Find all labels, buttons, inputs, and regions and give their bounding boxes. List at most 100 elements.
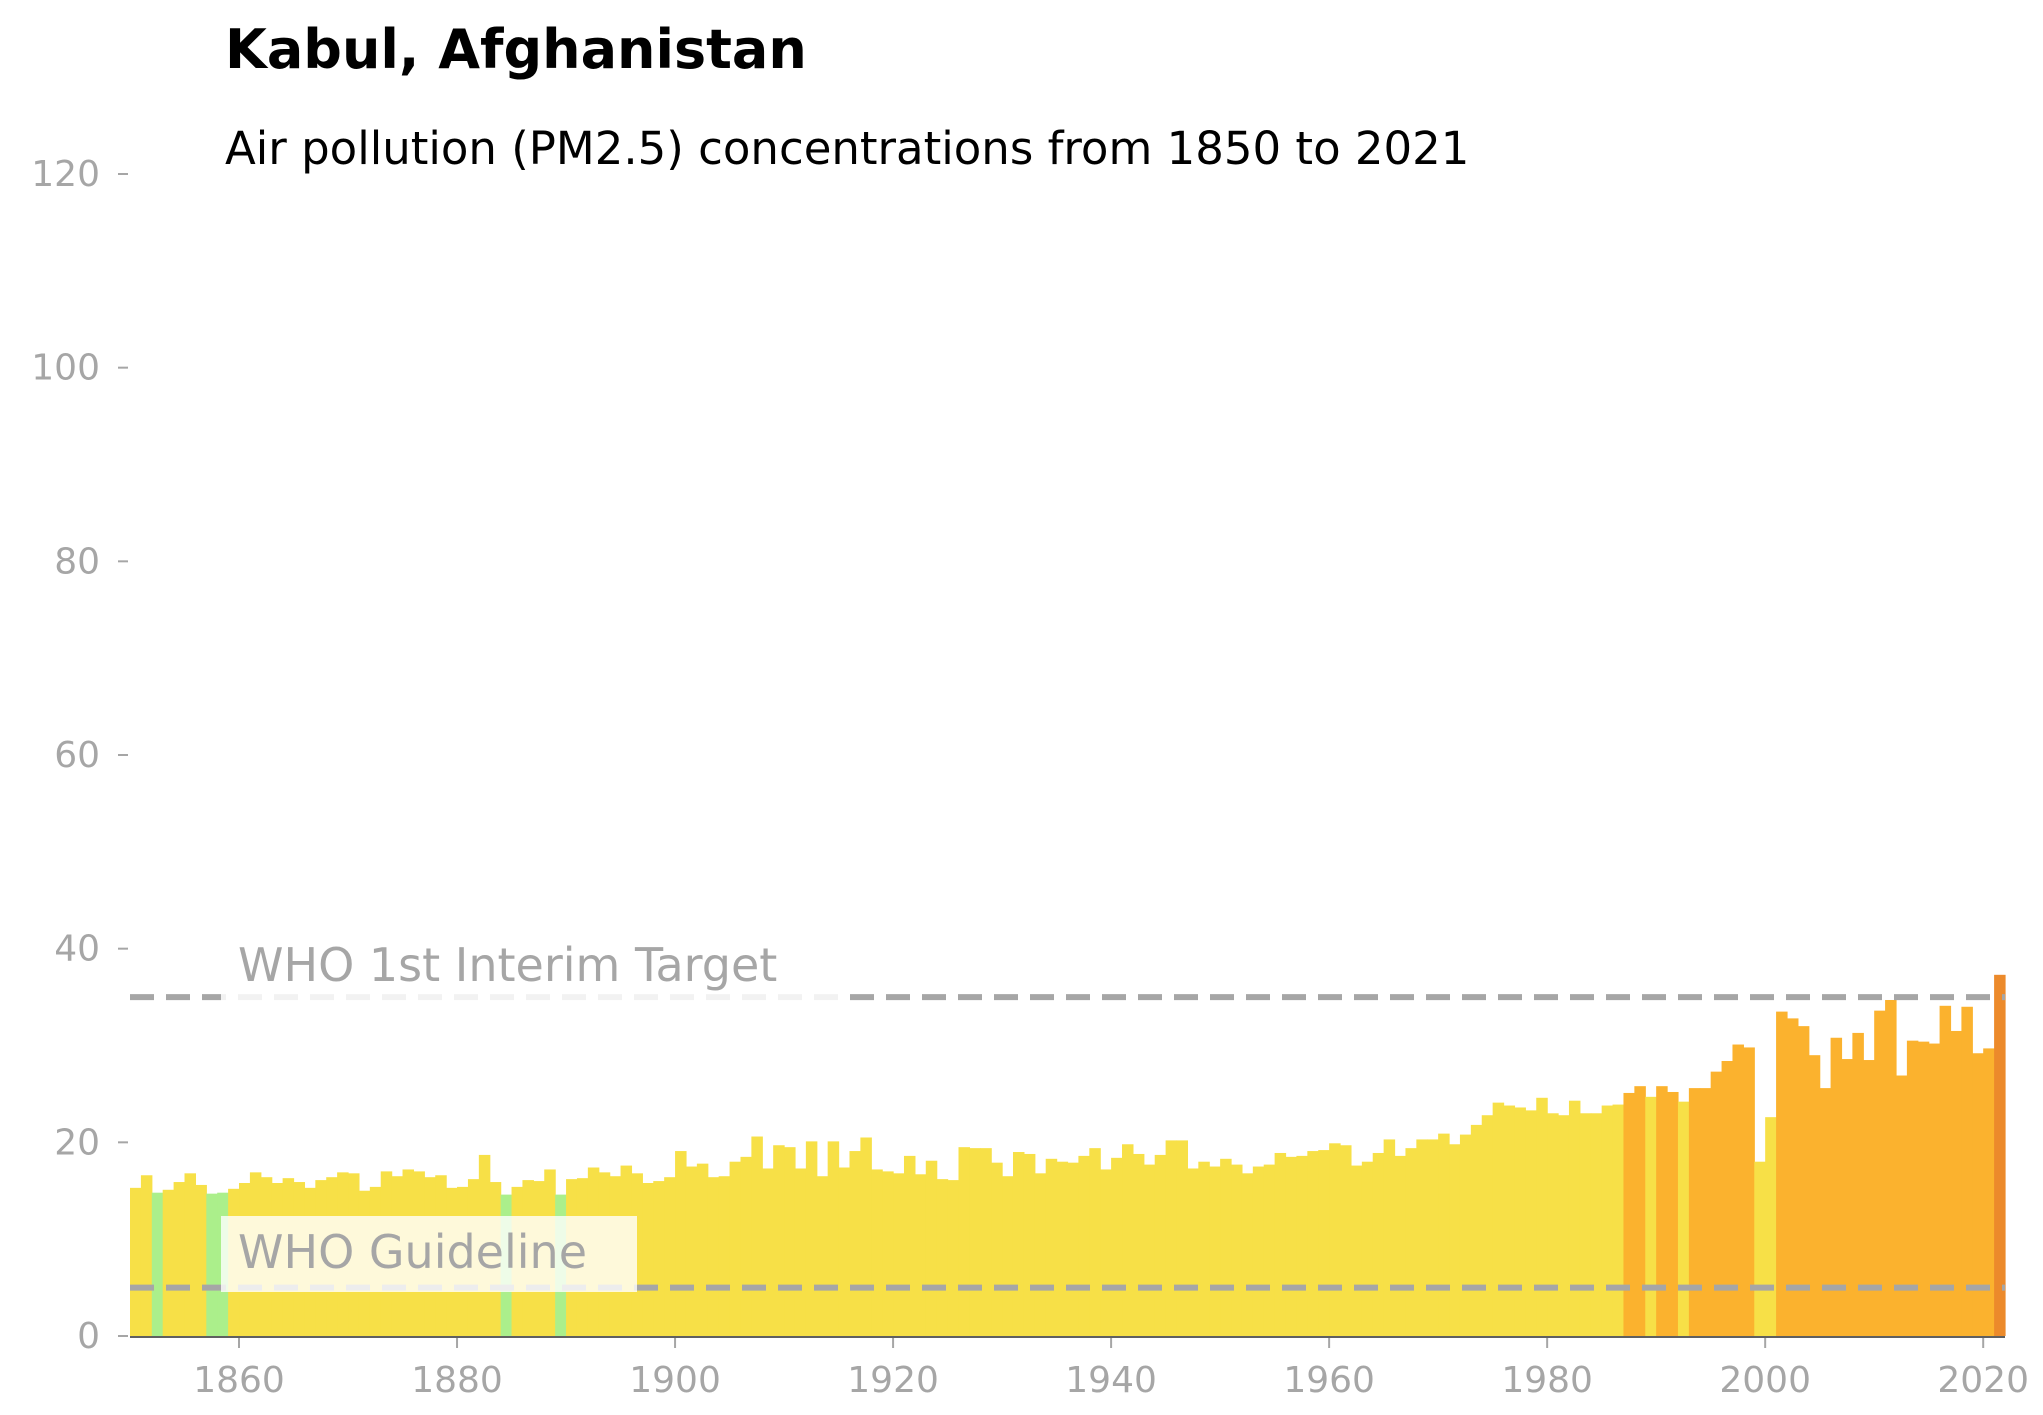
bar-2014 bbox=[1917, 1041, 1930, 1336]
bar-2016 bbox=[1939, 1005, 1952, 1336]
bar-1935 bbox=[1056, 1161, 1069, 1336]
y-tick-label-40: 40 bbox=[54, 929, 100, 970]
x-tick-label-2020: 2020 bbox=[1937, 1360, 2029, 1401]
bar-1980 bbox=[1547, 1113, 1559, 1336]
bar-1920 bbox=[893, 1173, 905, 1336]
bar-1916 bbox=[849, 1151, 861, 1336]
x-tick-label-1980: 1980 bbox=[1501, 1360, 1593, 1401]
bar-1901 bbox=[685, 1166, 698, 1336]
bar-1907 bbox=[751, 1136, 763, 1336]
bar-1915 bbox=[838, 1167, 851, 1336]
bar-1950 bbox=[1220, 1158, 1232, 1336]
reference-label-0: WHO 1st Interim Target bbox=[238, 938, 777, 992]
bar-1959 bbox=[1318, 1150, 1330, 1336]
bar-2001 bbox=[1776, 1011, 1788, 1336]
bar-1987 bbox=[1623, 1092, 1635, 1336]
bar-1952 bbox=[1241, 1173, 1254, 1336]
bar-1992 bbox=[1677, 1101, 1690, 1336]
bar-2007 bbox=[1841, 1059, 1853, 1336]
bar-1998 bbox=[1743, 1047, 1755, 1336]
y-tick-label-120: 120 bbox=[31, 154, 100, 195]
x-tick-label-1880: 1880 bbox=[411, 1360, 503, 1401]
reference-label-bg-0 bbox=[221, 984, 841, 1004]
bar-1922 bbox=[914, 1174, 927, 1336]
bar-1928 bbox=[980, 1148, 992, 1336]
bar-1968 bbox=[1416, 1139, 1428, 1336]
bar-1983 bbox=[1579, 1113, 1592, 1336]
bar-1988 bbox=[1634, 1086, 1646, 1336]
bar-1921 bbox=[903, 1155, 916, 1336]
x-tick-label-1900: 1900 bbox=[629, 1360, 721, 1401]
y-tick-label-20: 20 bbox=[54, 1122, 100, 1163]
bar-2017 bbox=[1950, 1030, 1962, 1336]
bar-1957 bbox=[1296, 1155, 1308, 1336]
bar-1855 bbox=[184, 1173, 197, 1336]
bar-1969 bbox=[1427, 1139, 1439, 1336]
bar-1896 bbox=[631, 1173, 643, 1336]
bar-2003 bbox=[1797, 1026, 1810, 1336]
bar-2018 bbox=[1961, 1006, 1973, 1336]
bar-1906 bbox=[740, 1156, 752, 1336]
y-tick-label-80: 80 bbox=[54, 541, 100, 582]
bar-1994 bbox=[1699, 1088, 1712, 1336]
bar-1857 bbox=[206, 1193, 218, 1336]
bar-1972 bbox=[1459, 1134, 1472, 1336]
bar-1942 bbox=[1132, 1153, 1145, 1336]
bar-1981 bbox=[1558, 1115, 1570, 1336]
bar-1982 bbox=[1568, 1100, 1581, 1336]
bar-1986 bbox=[1612, 1104, 1625, 1336]
bar-1946 bbox=[1176, 1140, 1189, 1336]
bar-1955 bbox=[1274, 1152, 1287, 1336]
bar-1897 bbox=[642, 1183, 654, 1336]
bar-1947 bbox=[1187, 1168, 1199, 1336]
bar-1923 bbox=[925, 1160, 938, 1336]
bar-1925 bbox=[947, 1180, 960, 1336]
bar-2019 bbox=[1972, 1053, 1984, 1336]
bar-2005 bbox=[1819, 1088, 1832, 1336]
bar-2015 bbox=[1928, 1043, 1941, 1336]
bar-1999 bbox=[1754, 1161, 1766, 1336]
x-tick-label-2000: 2000 bbox=[1719, 1360, 1811, 1401]
bar-2012 bbox=[1895, 1075, 1908, 1336]
bar-1953 bbox=[1252, 1166, 1265, 1336]
bar-1996 bbox=[1721, 1060, 1734, 1336]
bar-2009 bbox=[1863, 1060, 1875, 1336]
bar-1962 bbox=[1350, 1165, 1363, 1336]
bar-2004 bbox=[1808, 1055, 1821, 1336]
bar-1949 bbox=[1209, 1166, 1221, 1336]
bar-1974 bbox=[1481, 1115, 1494, 1336]
x-tick-label-1940: 1940 bbox=[1065, 1360, 1157, 1401]
bar-1917 bbox=[860, 1137, 872, 1336]
bar-2020 bbox=[1983, 1048, 1995, 1336]
bar-1936 bbox=[1067, 1162, 1079, 1336]
bar-1964 bbox=[1372, 1152, 1385, 1336]
bar-1939 bbox=[1100, 1169, 1112, 1336]
bar-1899 bbox=[664, 1177, 676, 1336]
bar-1970 bbox=[1438, 1133, 1450, 1336]
bar-1903 bbox=[707, 1177, 720, 1336]
bar-1918 bbox=[871, 1169, 883, 1336]
bar-1944 bbox=[1154, 1154, 1167, 1336]
bar-1990 bbox=[1656, 1086, 1668, 1336]
bar-1902 bbox=[696, 1163, 709, 1336]
bar-1989 bbox=[1645, 1096, 1657, 1336]
bar-1971 bbox=[1449, 1144, 1461, 1336]
bar-1933 bbox=[1034, 1173, 1047, 1336]
bar-1976 bbox=[1503, 1105, 1516, 1336]
bar-1910 bbox=[784, 1147, 796, 1336]
bar-1977 bbox=[1514, 1107, 1526, 1336]
bar-1966 bbox=[1394, 1155, 1407, 1336]
bar-1924 bbox=[936, 1179, 949, 1336]
bar-1926 bbox=[958, 1147, 970, 1336]
bar-1913 bbox=[816, 1176, 829, 1336]
bar-2010 bbox=[1874, 1010, 1886, 1336]
bar-1965 bbox=[1383, 1139, 1396, 1336]
bar-1941 bbox=[1122, 1144, 1134, 1336]
reference-label-bg-1 bbox=[221, 1216, 637, 1292]
bar-1961 bbox=[1340, 1145, 1352, 1336]
bar-1905 bbox=[729, 1161, 742, 1336]
bar-1984 bbox=[1590, 1113, 1603, 1336]
bar-1973 bbox=[1470, 1124, 1483, 1336]
bar-1951 bbox=[1231, 1164, 1243, 1336]
